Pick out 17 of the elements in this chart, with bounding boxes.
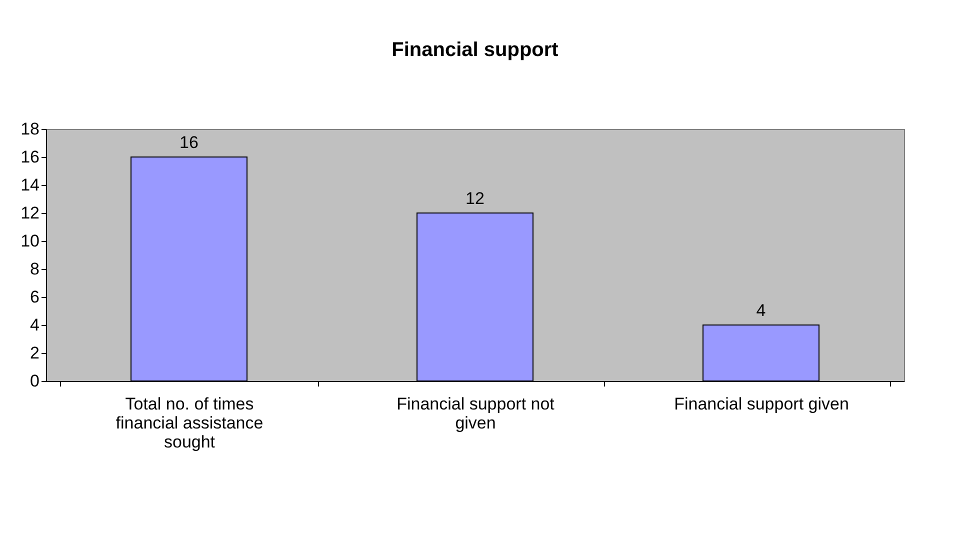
y-tick-label: 12: [20, 204, 40, 222]
y-tick-label: 6: [30, 288, 40, 306]
y-tick-label: 10: [20, 232, 40, 250]
y-tick-label: 0: [30, 372, 40, 390]
x-tick-label: Financial support given: [674, 394, 849, 414]
x-tick-label: Financial support not given: [396, 394, 555, 432]
chart-title: Financial support: [392, 39, 559, 61]
data-label: 12: [466, 189, 484, 208]
y-tick-label: 4: [30, 316, 40, 334]
y-tick-label: 16: [20, 148, 40, 166]
y-tick-label: 8: [30, 260, 40, 278]
x-tick-label: Total no. of times financial assistance sought: [116, 394, 264, 452]
y-tick-label: 14: [20, 176, 40, 194]
y-tick-label: 18: [20, 120, 40, 138]
y-tick-label: 2: [30, 344, 40, 362]
data-label: 16: [180, 133, 198, 152]
data-label: 4: [756, 301, 766, 320]
